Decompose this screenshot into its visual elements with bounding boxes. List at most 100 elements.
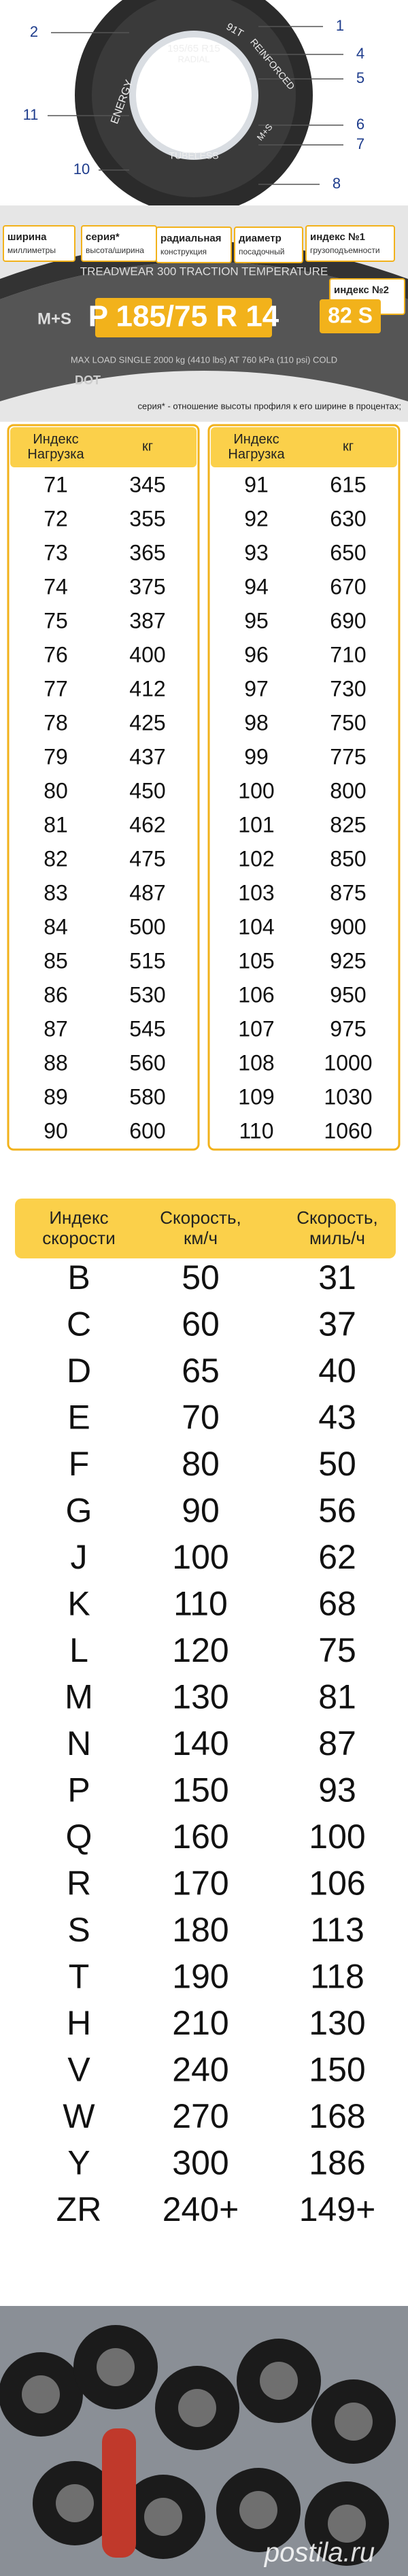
speed-cell: ZR — [56, 2190, 102, 2228]
callout-number: 4 — [356, 45, 364, 62]
load-index: 80 — [44, 778, 68, 803]
load-index: 89 — [44, 1084, 68, 1109]
label-title: индекс №1 — [310, 231, 365, 243]
label-title: серия* — [86, 231, 120, 243]
photo-person — [102, 2428, 136, 2558]
load-kg: 355 — [129, 506, 165, 531]
tread-dot: DOT — [75, 373, 101, 387]
label-title: ширина — [7, 231, 47, 243]
load-index: 75 — [44, 608, 68, 633]
sidewall-text: TUBELESS — [169, 150, 218, 161]
load-kg: 730 — [330, 676, 366, 701]
load-kg: 450 — [129, 778, 165, 803]
speed-cell: P — [67, 1771, 90, 1809]
speed-cell: 106 — [309, 1864, 365, 1903]
speed-cell: 170 — [172, 1864, 228, 1903]
load-index: 77 — [44, 676, 68, 701]
load-kg: 400 — [129, 642, 165, 667]
load-kg: 825 — [330, 812, 366, 837]
load-index: 98 — [244, 710, 269, 735]
header-cell: Индекс скорости — [42, 1207, 115, 1248]
load-index: 107 — [238, 1016, 274, 1041]
load-kg: 375 — [129, 574, 165, 599]
speed-cell: 240 — [172, 2051, 228, 2089]
speed-cell: 118 — [310, 1958, 364, 1996]
header-cell: Скорость, км/ч — [160, 1207, 241, 1248]
header-cell: Скорость, миль/ч — [296, 1207, 378, 1248]
load-kg: 1000 — [324, 1050, 372, 1075]
label-subtitle: высота/ширина — [86, 246, 144, 255]
load-kg: 710 — [330, 642, 366, 667]
speed-cell: 120 — [172, 1631, 228, 1669]
label-subtitle: посадочный — [239, 247, 284, 256]
load-kg: 690 — [330, 608, 366, 633]
load-table-header — [211, 427, 397, 467]
load-index: 108 — [238, 1050, 274, 1075]
speed-cell: 62 — [318, 1538, 356, 1576]
load-index: 91 — [244, 472, 269, 497]
load-kg: 600 — [129, 1118, 165, 1143]
speed-cell: 140 — [172, 1724, 228, 1762]
load-index: 93 — [244, 540, 269, 565]
load-index: 100 — [238, 778, 274, 803]
load-kg: 875 — [330, 880, 366, 905]
load-index: 88 — [44, 1050, 68, 1075]
load-kg: 500 — [129, 914, 165, 939]
label-box — [156, 227, 232, 263]
rim-center — [136, 37, 252, 153]
load-index: 84 — [44, 914, 68, 939]
photo-tire-rim — [56, 2484, 94, 2522]
speed-cell: D — [67, 1352, 91, 1390]
speed-cell: 70 — [182, 1399, 220, 1437]
speed-cell: 50 — [182, 1258, 220, 1297]
load-index: 72 — [44, 506, 68, 531]
load-index: 104 — [238, 914, 274, 939]
load-index: 110 — [239, 1118, 273, 1143]
load-index: 85 — [44, 948, 68, 973]
load-kg: 950 — [330, 982, 366, 1007]
load-kg: 365 — [129, 540, 165, 565]
callout-number: 2 — [30, 23, 38, 40]
sidewall-text: RADIAL — [178, 54, 210, 64]
label-box — [234, 227, 303, 263]
label-title: радиальная — [160, 233, 222, 244]
photo-tire-rim — [335, 2403, 373, 2441]
speed-cell: 37 — [318, 1305, 356, 1343]
load-index: 96 — [244, 642, 269, 667]
speed-cell: 150 — [172, 1771, 228, 1809]
speed-cell: 270 — [172, 2097, 228, 2135]
load-index: 105 — [238, 948, 274, 973]
speed-cell: N — [67, 1724, 91, 1762]
tread-size: P 185/75 R 14 — [88, 300, 279, 333]
load-index: 109 — [238, 1084, 274, 1109]
speed-cell: 210 — [172, 2004, 228, 2042]
load-index: 90 — [44, 1118, 68, 1143]
speed-cell: T — [69, 1958, 90, 1996]
photo-tire-rim — [144, 2498, 182, 2536]
speed-cell: J — [71, 1538, 88, 1576]
load-kg: 530 — [129, 982, 165, 1007]
speed-cell: 100 — [172, 1538, 228, 1576]
speed-cell: L — [69, 1631, 88, 1669]
load-kg: 750 — [330, 710, 366, 735]
load-kg: 670 — [330, 574, 366, 599]
speed-cell: 160 — [172, 1818, 228, 1856]
label-subtitle: грузоподъемности — [310, 246, 380, 255]
load-index: 73 — [44, 540, 68, 565]
speed-cell: 93 — [318, 1771, 356, 1809]
load-kg: 925 — [330, 948, 366, 973]
load-index: 92 — [244, 506, 269, 531]
photo-tire-rim — [239, 2491, 277, 2529]
load-kg: 800 — [330, 778, 366, 803]
load-kg: 560 — [129, 1050, 165, 1075]
callout-number: 8 — [333, 175, 341, 192]
load-index: 95 — [244, 608, 269, 633]
speed-cell: Y — [67, 2144, 90, 2182]
load-kg: 387 — [129, 608, 165, 633]
load-kg: 580 — [129, 1084, 165, 1109]
photo-tire-rim — [178, 2389, 216, 2427]
label-box — [305, 225, 395, 262]
label-box — [3, 225, 75, 262]
load-kg: 630 — [330, 506, 366, 531]
speed-cell: G — [66, 1492, 92, 1530]
